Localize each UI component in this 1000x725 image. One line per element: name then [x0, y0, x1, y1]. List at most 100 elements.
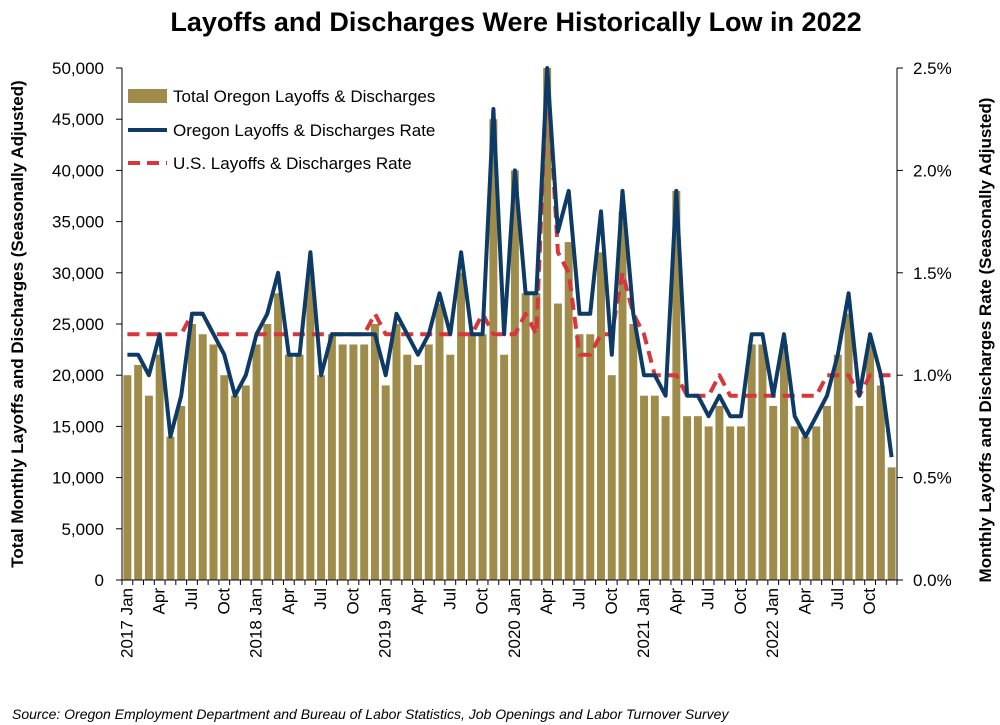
x-axis-tick-label: Apr [408, 588, 427, 615]
bar [317, 375, 326, 580]
bar [887, 467, 896, 580]
bar [295, 354, 304, 580]
x-axis-tick-label: Apr [796, 588, 815, 615]
legend-label-oregon-rate: Oregon Layoffs & Discharges Rate [173, 121, 435, 140]
bar [683, 416, 692, 580]
legend-swatch-bars [128, 89, 167, 103]
bar [144, 395, 153, 580]
bar [424, 344, 433, 580]
bar [553, 303, 562, 580]
source-note: Source: Oregon Employment Department and… [12, 706, 729, 722]
bar [457, 272, 466, 580]
oregon-rate-line [127, 66, 894, 458]
bar [618, 211, 627, 581]
x-axis-tick-label: Apr [150, 588, 169, 615]
bar [231, 395, 240, 580]
bar [134, 364, 143, 580]
bar [467, 334, 476, 580]
legend-label-bars: Total Oregon Layoffs & Discharges [173, 87, 435, 106]
bar [726, 426, 735, 580]
x-axis-tick-label: 2020 Jan [505, 588, 524, 658]
bar [790, 426, 799, 580]
bar [435, 303, 444, 580]
bar [747, 344, 756, 580]
bar-series [123, 68, 896, 581]
bar [220, 375, 229, 580]
bar [306, 272, 315, 580]
bar [263, 324, 272, 580]
right-axis-tick-label: 0.5% [913, 469, 952, 488]
bar [403, 354, 412, 580]
left-axis-tick-label: 5,000 [61, 520, 104, 539]
bar [381, 385, 390, 580]
bar [876, 385, 885, 580]
x-axis-tick-label: Apr [279, 588, 298, 615]
bar [392, 324, 401, 580]
right-axis-tick-label: 0.0% [913, 571, 952, 590]
bar [801, 436, 810, 580]
bar [693, 416, 702, 580]
bar [360, 344, 369, 580]
bar [489, 119, 498, 580]
left-axis-tick-label: 20,000 [52, 366, 104, 385]
x-axis-tick-label: Oct [473, 588, 492, 615]
bar [844, 313, 853, 580]
bar [414, 364, 422, 580]
bar [500, 354, 509, 580]
x-axis-tick-label: Oct [343, 588, 362, 615]
bar [370, 324, 379, 580]
left-axis-title: Total Monthly Layoffs and Discharges (Se… [8, 80, 27, 567]
bar [338, 344, 347, 580]
x-axis-tick-label: Oct [214, 588, 233, 615]
bar [866, 344, 875, 580]
x-axis-tick-label: Jul [699, 588, 718, 610]
bar [597, 252, 605, 580]
bar [661, 416, 670, 580]
bar [672, 190, 681, 580]
legend-label-us-rate: U.S. Layoffs & Discharges Rate [173, 154, 412, 173]
line-series [127, 66, 894, 458]
bar [198, 334, 207, 580]
left-axis-tick-label: 30,000 [52, 264, 104, 283]
x-axis-tick-label: Jul [440, 588, 459, 610]
left-axis-tick-label: 40,000 [52, 161, 104, 180]
bar [123, 375, 132, 580]
bar [607, 375, 616, 580]
x-axis-tick-label: 2017 Jan [117, 588, 136, 658]
x-axis-tick-label: 2018 Jan [247, 588, 266, 658]
x-axis-tick-label: Jul [182, 588, 201, 610]
left-axis-tick-label: 25,000 [52, 315, 104, 334]
bar [586, 334, 595, 580]
legend: Total Oregon Layoffs & Discharges Oregon… [128, 87, 435, 173]
right-axis-tick-label: 1.0% [913, 366, 952, 385]
bar [478, 334, 487, 580]
bar [575, 334, 584, 580]
bar [349, 344, 358, 580]
bar [650, 395, 659, 580]
x-axis: 2017 Jan Apr Jul Oct 2018 Jan Apr Jul Oct 2019 J… [117, 580, 898, 658]
x-axis-tick-label: Apr [537, 588, 556, 615]
left-axis-tick-label: 45,000 [52, 110, 104, 129]
bar [252, 344, 261, 580]
x-axis-tick-label: Oct [731, 588, 750, 615]
bar [855, 405, 864, 580]
right-axis: 0.0% 0.5% 1.0% 1.5% 2.0% 2.5% [897, 59, 952, 590]
bar [543, 68, 552, 580]
bar [187, 324, 196, 580]
x-axis-tick-label: 2021 Jan [634, 588, 653, 658]
bar [833, 354, 842, 580]
x-axis-tick-label: Jul [311, 588, 330, 610]
bar [155, 354, 164, 580]
right-axis-tick-label: 2.0% [913, 161, 952, 180]
bar [284, 354, 293, 580]
left-axis-tick-label: 35,000 [52, 213, 104, 232]
bar [327, 334, 336, 580]
bar [521, 293, 530, 580]
bar [209, 344, 218, 580]
bar [532, 293, 541, 580]
bar [510, 170, 519, 580]
right-axis-tick-label: 1.5% [913, 264, 952, 283]
bar [812, 426, 821, 580]
right-axis-tick-label: 2.5% [913, 59, 952, 78]
